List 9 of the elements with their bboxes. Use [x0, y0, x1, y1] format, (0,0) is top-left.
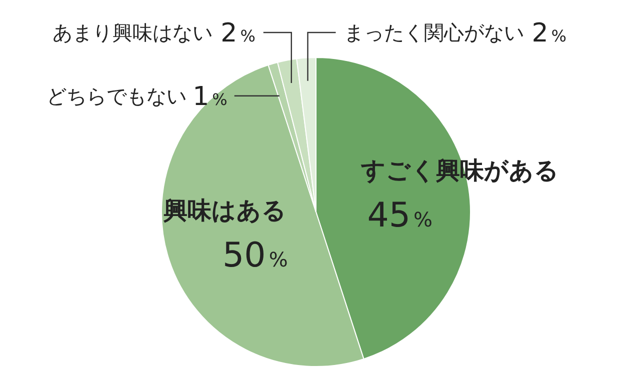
data-label: 2% — [532, 18, 566, 48]
slice-label: 興味はある — [162, 196, 287, 224]
data-label: 2% — [220, 18, 256, 48]
data-label: 1% — [192, 82, 228, 112]
slice-label: あまり興味はない — [52, 20, 213, 44]
data-label: 45% — [367, 196, 433, 236]
slice-label: どちらでもない — [46, 84, 187, 108]
data-label: 50% — [222, 235, 288, 276]
slice-label: まったく関心がない — [344, 20, 524, 44]
